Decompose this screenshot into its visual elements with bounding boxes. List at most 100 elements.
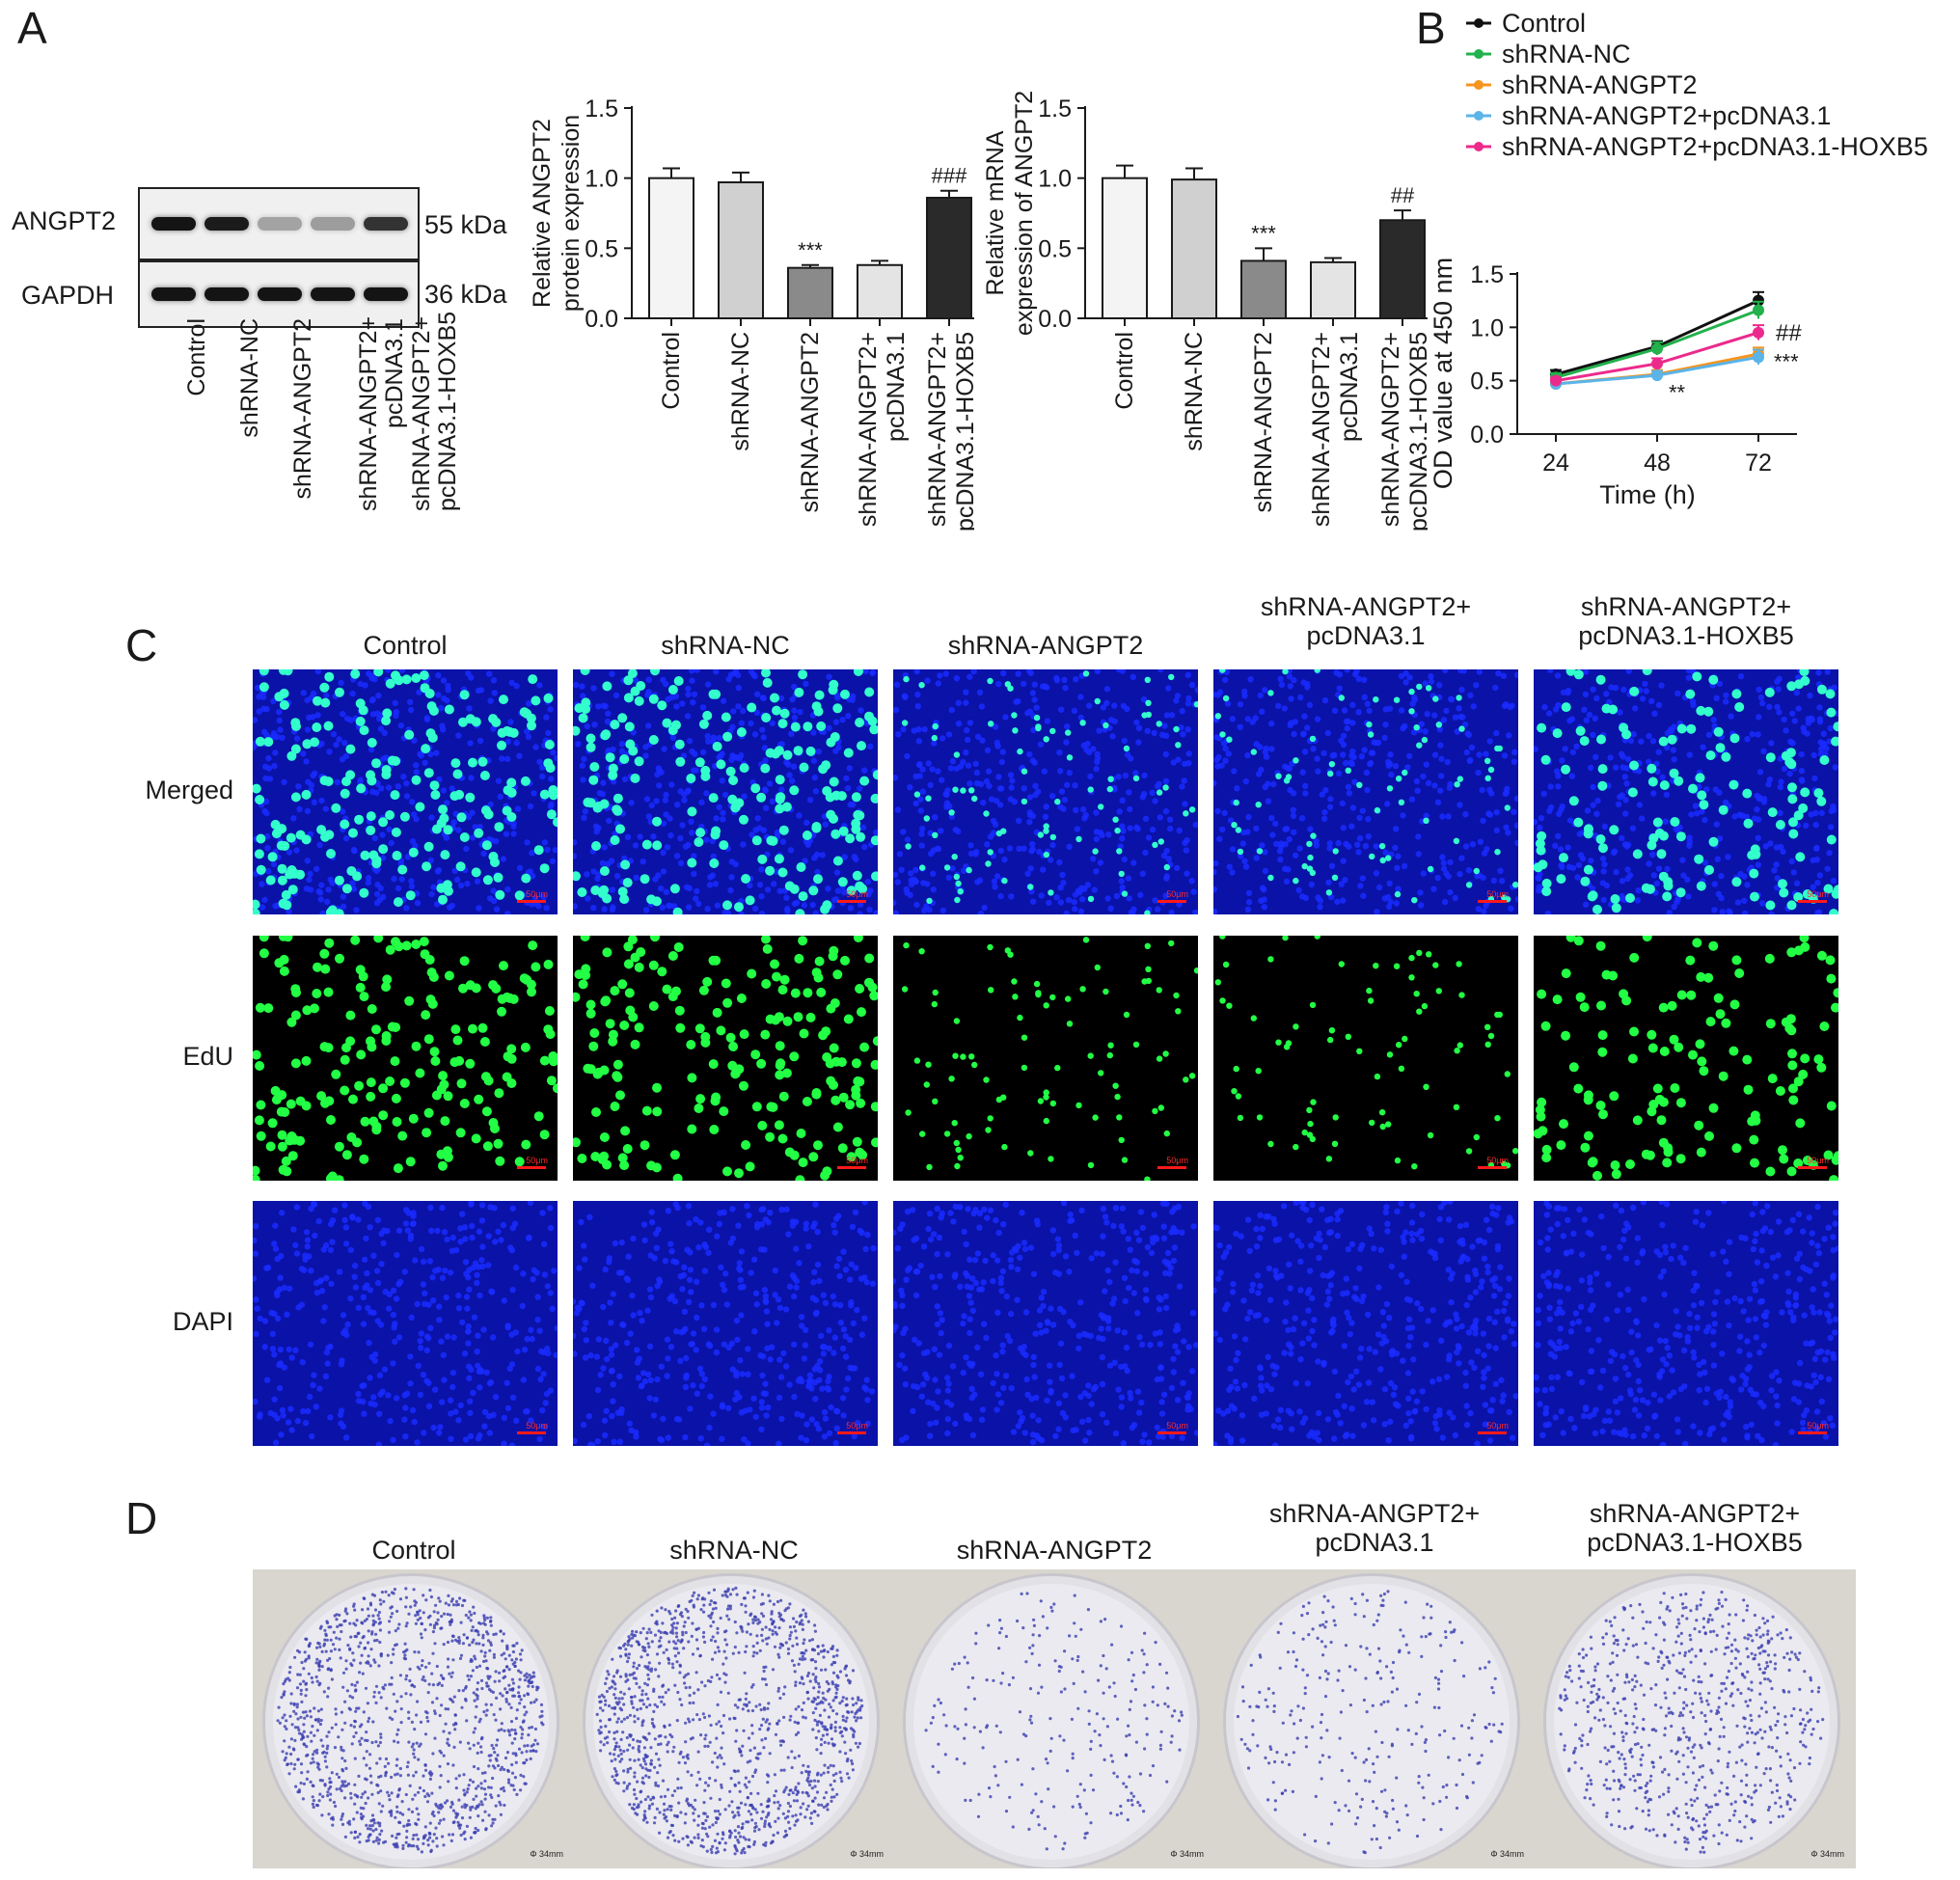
cells-layer [253,1201,558,1446]
wb-band [204,217,249,231]
colony-plate-photo: Φ 34mm [1534,1569,1856,1868]
scale-bar [1798,1431,1827,1434]
cells-layer [893,1201,1198,1446]
y-axis-label: Relative ANGPT2protein expression [529,115,585,312]
panel-letter-d: D [125,1493,158,1543]
edu-row-label: DAPI [172,1307,233,1336]
cells-layer [1213,669,1518,914]
edu-column-title: shRNA-ANGPT2+ pcDNA3.1-HOXB5 [1578,592,1794,651]
y-tick-label: 1.5 [1470,261,1504,288]
scale-bar [517,900,546,903]
culture-dish [583,1573,880,1868]
legend-marker [1474,18,1484,28]
scale-bar [1478,900,1507,903]
culture-dish [262,1573,559,1868]
microscopy-image: 50μm [253,1201,558,1446]
y-tick-label: 1.0 [585,166,618,193]
scale-bar [837,900,866,903]
dish-size-label: Φ 34mm [530,1849,563,1859]
scale-bar-label: 50μm [1486,1156,1509,1165]
scale-bar-label: 50μm [1486,1421,1509,1430]
data-point [1651,342,1663,355]
scale-bar-label: 50μm [1807,889,1829,899]
microscopy-image: 50μm [893,669,1198,914]
cells-layer [893,669,1198,914]
scale-bar-label: 50μm [526,1421,548,1430]
wb-group-label: Control [183,318,210,396]
panel-letter-a: A [17,3,47,53]
x-tick-label: Control [1111,332,1138,410]
significance-label: ### [932,164,967,188]
scale-bar [1157,1431,1186,1434]
scale-bar [837,1166,866,1169]
wb-strip-gapdh [138,260,420,328]
bar-chart-mrna: Relative mRNAexpression of ANGPT2 0.0 0.5 1… [982,91,1428,531]
wb-band [311,217,355,231]
wb-band [364,287,408,301]
scale-bar [1798,900,1827,903]
colony-column-title: Control [371,1536,456,1565]
microscopy-image: 50μm [573,669,878,914]
scale-bar-label: 50μm [1166,1156,1188,1165]
x-tick-label: shRNA-ANGPT2+pcDNA3.1 [1308,332,1363,527]
edu-row-label: EdU [182,1042,233,1071]
colony-plate-photo: Φ 34mm [1213,1569,1536,1868]
bar [1171,178,1217,320]
dish-size-label: Φ 34mm [1490,1849,1524,1859]
colony-plate-photo: Φ 34mm [893,1569,1215,1868]
cells-layer [1534,669,1838,914]
scale-bar [1157,900,1186,903]
bar [1102,177,1148,319]
scale-bar-label: 50μm [1486,889,1509,899]
y-tick-label: 0.0 [1038,306,1072,333]
line-chart-od: ControlshRNA-NCshRNA-ANGPT2shRNA-ANGPT2+… [1429,9,1928,509]
colonies-layer [276,1587,545,1854]
microscopy-image: 50μm [1534,669,1838,914]
legend-marker [1474,49,1484,59]
legend-label: shRNA-ANGPT2+pcDNA3.1 [1502,101,1831,130]
colonies-layer [924,1592,1184,1851]
edu-column-title: shRNA-ANGPT2+ pcDNA3.1 [1260,592,1472,651]
scale-bar-label: 50μm [846,1156,868,1165]
y-axis-label: OD value at 450 nm [1429,258,1457,489]
wb-band [311,287,355,301]
wb-band [151,287,196,301]
cells-layer [253,936,558,1181]
microscopy-image: 50μm [253,936,558,1181]
data-point [1550,374,1562,387]
wb-band [364,217,408,231]
data-point [1651,369,1663,382]
data-point [1753,304,1764,316]
legend-marker [1474,80,1484,90]
microscopy-image: 50μm [1213,1201,1518,1446]
dish-size-label: Φ 34mm [1810,1849,1844,1859]
significance-label: ** [1669,381,1686,405]
legend-label: shRNA-ANGPT2+pcDNA3.1-HOXB5 [1502,132,1928,161]
dish-size-label: Φ 34mm [850,1849,884,1859]
microscopy-image: 50μm [1534,1201,1838,1446]
scale-bar-label: 50μm [846,889,868,899]
scale-bar-label: 50μm [1807,1156,1829,1165]
cells-layer [253,669,558,914]
x-tick-label: shRNA-NC [727,332,754,451]
x-axis-label: Time (h) [1599,480,1696,509]
edu-column-title: shRNA-ANGPT2 [947,631,1144,660]
cells-layer [1534,936,1838,1181]
legend-marker [1474,111,1484,121]
wb-row-label-angpt2: ANGPT2 [12,206,117,235]
bar [787,266,833,319]
cells-layer [1214,936,1518,1170]
microscopy-image: 50μm [893,1201,1198,1446]
culture-dish [1223,1573,1520,1868]
wb-group-label: shRNA-NC [236,318,263,438]
data-point [1753,326,1764,339]
legend-label: Control [1502,9,1586,38]
bar [1240,259,1287,319]
significance-label: *** [798,238,823,262]
wb-band [151,217,196,231]
y-tick-label: 1.0 [1038,166,1072,193]
scale-bar [1157,1166,1186,1169]
colony-column-title: shRNA-ANGPT2+ pcDNA3.1-HOXB5 [1587,1499,1803,1558]
colony-column-title: shRNA-ANGPT2+ pcDNA3.1 [1268,1499,1481,1558]
